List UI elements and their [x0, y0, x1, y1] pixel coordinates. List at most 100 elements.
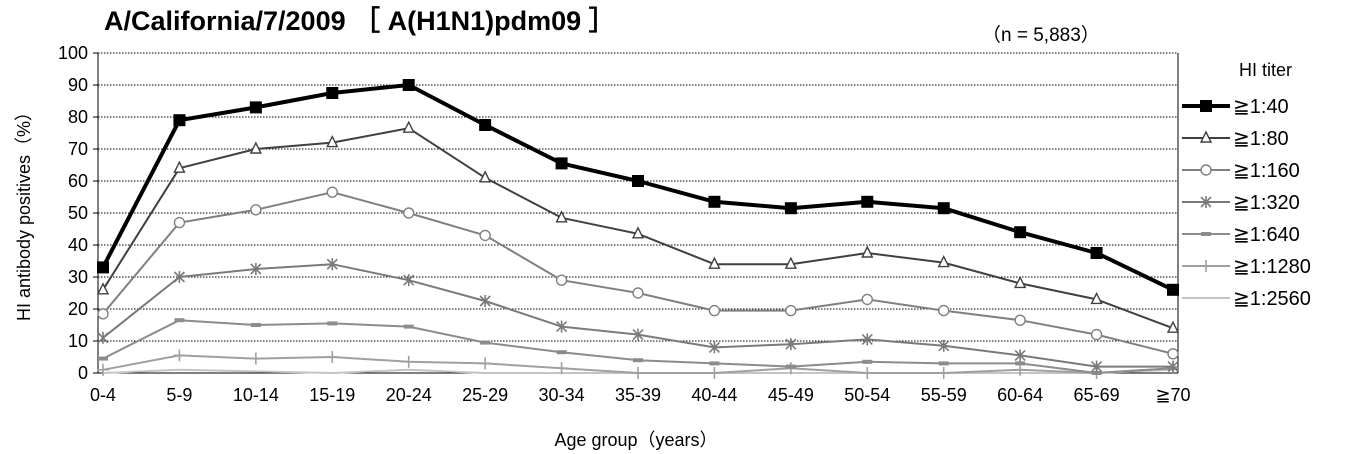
x-tick-label: 15-19	[309, 385, 355, 405]
data-point	[479, 119, 492, 131]
x-tick-label: 55-59	[921, 385, 967, 405]
data-point	[1014, 226, 1027, 239]
data-point	[1090, 328, 1103, 341]
data-point	[1014, 275, 1027, 289]
x-tick-label: 5-9	[166, 385, 192, 405]
data-point	[1015, 361, 1026, 366]
chart-title: A/California/7/2009 ［ A(H1N1)pdm09 ］	[104, 6, 616, 36]
legend-item: ≧1:640	[1182, 224, 1300, 246]
data-point	[556, 350, 567, 355]
data-point	[1014, 349, 1026, 362]
data-point	[97, 363, 109, 376]
data-point	[479, 229, 491, 242]
data-point	[1014, 363, 1027, 376]
legend-item: ≧1:320	[1182, 192, 1300, 214]
data-point	[173, 114, 186, 127]
data-point	[479, 357, 492, 370]
data-point	[708, 367, 721, 379]
data-point	[326, 87, 339, 99]
data-point	[556, 320, 568, 333]
legend-label: ≧1:640	[1233, 224, 1300, 246]
y-tick-label: 100	[58, 43, 88, 63]
data-point	[937, 367, 950, 379]
y-tick-label: 40	[68, 235, 88, 255]
x-tick-label: 45-49	[768, 385, 814, 405]
data-point	[479, 170, 492, 183]
data-point	[98, 356, 108, 361]
data-point	[708, 256, 721, 269]
data-point	[555, 210, 568, 223]
series-≧1:160	[97, 186, 1179, 360]
data-point	[633, 358, 643, 363]
x-axis-ticks: 0-4 5-9 10-14 15-19 20-24 25-29 30-34 35-39 40-4…	[90, 385, 1191, 405]
x-axis-label: Age group（years）	[554, 430, 717, 450]
data-point	[555, 157, 568, 170]
y-tick-label: 30	[68, 267, 88, 287]
data-point	[1200, 196, 1212, 208]
data-point	[173, 349, 186, 362]
legend-label: ≧1:320	[1233, 192, 1300, 214]
data-point	[785, 364, 796, 369]
data-point	[1200, 100, 1212, 112]
data-point	[1200, 260, 1212, 272]
x-tick-label: 30-34	[539, 385, 585, 405]
data-point	[861, 367, 874, 379]
data-point	[480, 340, 491, 345]
data-point	[938, 339, 950, 352]
data-point	[173, 160, 186, 173]
data-point	[862, 359, 873, 364]
data-point	[479, 295, 491, 307]
y-tick-label: 20	[68, 299, 88, 319]
data-point	[1201, 232, 1211, 236]
legend-label: ≧1:160	[1233, 160, 1300, 182]
data-point	[1090, 247, 1103, 259]
legend-item: ≧1:2560	[1182, 288, 1311, 310]
data-point	[174, 318, 185, 323]
data-point	[708, 304, 721, 317]
data-point	[784, 202, 797, 215]
data-point	[326, 135, 339, 148]
x-tick-label: 65-69	[1074, 385, 1120, 405]
data-point	[249, 352, 262, 365]
data-point	[250, 323, 261, 327]
data-point	[937, 202, 950, 215]
data-point	[1166, 320, 1180, 333]
legend-item: ≧1:40	[1182, 96, 1289, 118]
data-point	[1167, 348, 1179, 360]
legend-label: ≧1:80	[1233, 128, 1289, 150]
x-tick-label: 0-4	[90, 385, 116, 405]
data-point	[555, 274, 568, 286]
data-point	[632, 367, 644, 379]
x-tick-label: 10-14	[233, 385, 279, 405]
data-point	[785, 338, 797, 351]
series-≧1:40	[97, 79, 1179, 296]
data-point	[1199, 130, 1213, 143]
data-point	[861, 245, 874, 258]
y-axis-label: HI antibody positives（%）	[14, 103, 34, 321]
data-point	[96, 282, 110, 295]
data-point	[1014, 314, 1026, 326]
data-point	[326, 351, 339, 363]
data-point	[402, 120, 415, 133]
data-series	[96, 79, 1180, 379]
y-tick-label: 70	[68, 139, 88, 159]
series-≧1:640	[98, 318, 1178, 375]
y-tick-label: 10	[68, 331, 88, 351]
data-point	[1091, 360, 1103, 373]
data-point	[861, 293, 873, 306]
data-point	[938, 361, 949, 366]
data-point	[250, 263, 262, 275]
data-point	[403, 324, 414, 329]
legend-label: ≧1:40	[1233, 96, 1289, 118]
series-line	[102, 319, 1174, 374]
sample-size-note: （n = 5,883）	[982, 24, 1100, 46]
x-tick-label: 25-29	[462, 385, 508, 405]
data-point	[632, 328, 644, 341]
legend-item: ≧1:1280	[1182, 256, 1311, 278]
y-tick-label: 0	[78, 363, 88, 383]
data-point	[861, 195, 874, 208]
x-tick-label: 60-64	[997, 385, 1043, 405]
y-axis-ticks: 0 10 20 30 40 50 60 70 80 90 100	[58, 43, 98, 383]
y-tick-label: 60	[68, 171, 88, 191]
data-point	[709, 361, 720, 366]
